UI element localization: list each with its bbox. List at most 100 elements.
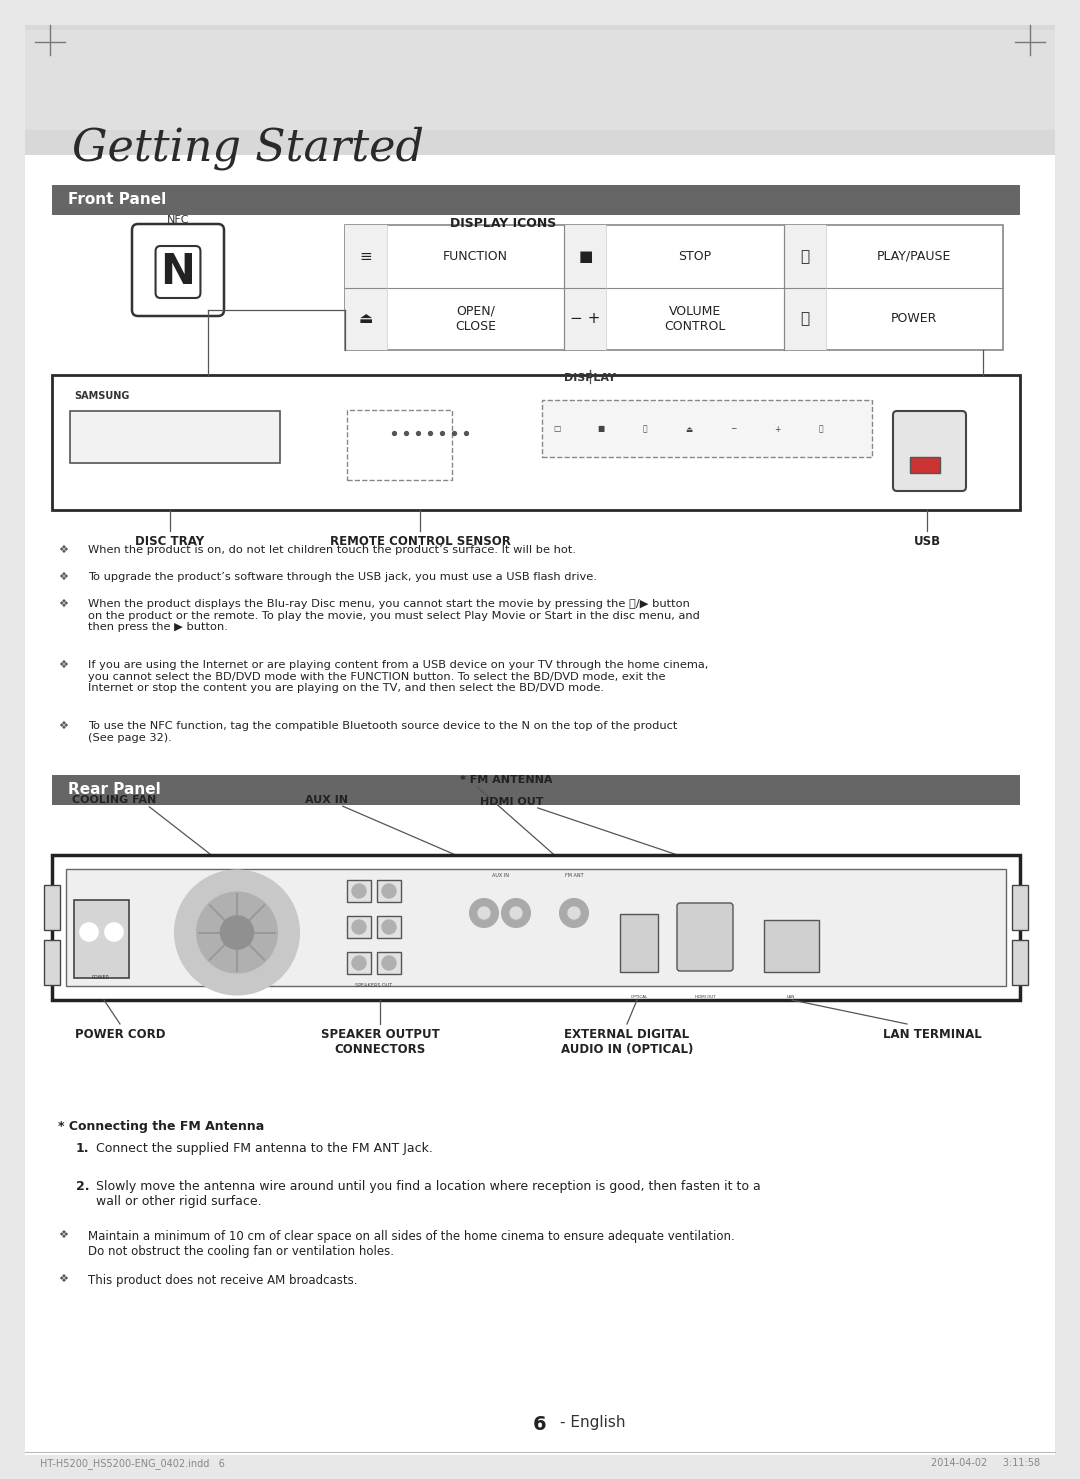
Bar	[377, 916, 401, 938]
Circle shape	[382, 920, 396, 935]
Text: ⏮: ⏮	[800, 248, 809, 263]
Text: 6: 6	[534, 1415, 546, 1435]
Text: EXTERNAL DIGITAL
AUDIO IN (OPTICAL): EXTERNAL DIGITAL AUDIO IN (OPTICAL)	[561, 1028, 693, 1056]
Text: ■: ■	[597, 424, 605, 433]
Circle shape	[80, 923, 98, 941]
Text: NFC: NFC	[166, 214, 189, 225]
Text: ❖: ❖	[58, 572, 68, 583]
Text: LAN: LAN	[787, 995, 795, 998]
Text: □: □	[553, 424, 561, 433]
Text: − +: − +	[570, 311, 600, 327]
Bar	[345, 225, 1003, 351]
Text: * Connecting the FM Antenna: * Connecting the FM Antenna	[58, 1120, 265, 1133]
Circle shape	[197, 892, 278, 973]
Text: ❖: ❖	[58, 599, 68, 609]
Text: SAMSUNG: SAMSUNG	[75, 390, 130, 401]
Text: POWER CORD: POWER CORD	[75, 1028, 165, 1041]
Text: * FM ANTENNA: * FM ANTENNA	[460, 775, 553, 785]
Text: POWER: POWER	[92, 975, 110, 981]
Text: REMOTE CONTROL SENSOR: REMOTE CONTROL SENSOR	[329, 535, 511, 549]
Bar	[75, 901, 129, 978]
Bar	[52, 185, 1020, 214]
Text: ❖: ❖	[58, 660, 68, 670]
Circle shape	[561, 899, 588, 927]
Text: ⏻: ⏻	[800, 311, 809, 327]
Text: Slowly move the antenna wire around until you find a location where reception is: Slowly move the antenna wire around unti…	[96, 1180, 760, 1208]
Text: DISPLAY: DISPLAY	[564, 373, 616, 383]
Circle shape	[470, 899, 498, 927]
Text: −: −	[730, 424, 737, 433]
Bar	[764, 920, 819, 972]
Text: ⏻: ⏻	[819, 424, 823, 433]
FancyBboxPatch shape	[677, 904, 733, 972]
Bar	[25, 30, 1055, 130]
Text: LAN TERMINAL: LAN TERMINAL	[882, 1028, 982, 1041]
Bar	[345, 287, 387, 351]
Text: POWER: POWER	[891, 312, 937, 325]
Circle shape	[382, 955, 396, 970]
Text: To use the NFC function, tag the compatible Bluetooth source device to the N on : To use the NFC function, tag the compati…	[87, 720, 677, 742]
Circle shape	[175, 871, 299, 994]
Circle shape	[352, 884, 366, 898]
Circle shape	[352, 955, 366, 970]
Circle shape	[219, 916, 255, 950]
Text: ⏮: ⏮	[643, 424, 647, 433]
Text: - English: - English	[561, 1415, 625, 1430]
Text: ❖: ❖	[58, 720, 68, 731]
Bar	[44, 941, 60, 985]
Text: PLAY/PAUSE: PLAY/PAUSE	[877, 250, 951, 263]
Bar	[52, 775, 1020, 805]
Text: FUNCTION: FUNCTION	[443, 250, 509, 263]
Text: If you are using the Internet or are playing content from a USB device on your T: If you are using the Internet or are pla…	[87, 660, 708, 694]
Bar	[910, 457, 940, 473]
Text: 2.: 2.	[76, 1180, 90, 1194]
Text: ■: ■	[578, 248, 593, 263]
Text: VOLUME
CONTROL: VOLUME CONTROL	[664, 305, 726, 333]
Bar	[44, 884, 60, 930]
Text: When the product displays the Blu-ray Disc menu, you cannot start the movie by p: When the product displays the Blu-ray Di…	[87, 599, 700, 632]
Text: SPEAKER OUTPUT
CONNECTORS: SPEAKER OUTPUT CONNECTORS	[321, 1028, 440, 1056]
Text: Connect the supplied FM antenna to the FM ANT Jack.: Connect the supplied FM antenna to the F…	[96, 1142, 433, 1155]
Text: ≡: ≡	[360, 248, 373, 263]
Text: Front Panel: Front Panel	[68, 192, 166, 207]
Text: ⏏: ⏏	[359, 311, 374, 327]
Text: Rear Panel: Rear Panel	[68, 782, 161, 797]
Text: ⏏: ⏏	[686, 424, 692, 433]
Text: OPTICAL: OPTICAL	[631, 995, 648, 998]
Text: DISPLAY ICONS: DISPLAY ICONS	[450, 217, 556, 231]
Circle shape	[510, 907, 522, 918]
Text: AUX IN: AUX IN	[305, 796, 348, 805]
Bar	[347, 410, 453, 481]
Bar	[565, 225, 606, 287]
Text: To upgrade the product’s software through the USB jack, you must use a USB flash: To upgrade the product’s software throug…	[87, 572, 597, 583]
Bar	[25, 25, 1055, 155]
Circle shape	[352, 920, 366, 935]
Text: HDMI OUT: HDMI OUT	[694, 995, 715, 998]
Text: 2014-04-02     3:11:58: 2014-04-02 3:11:58	[931, 1458, 1040, 1469]
Text: 1.: 1.	[76, 1142, 90, 1155]
Bar	[620, 914, 658, 972]
Circle shape	[568, 907, 580, 918]
Bar	[347, 916, 372, 938]
Text: AUX IN: AUX IN	[491, 873, 509, 879]
Circle shape	[478, 907, 490, 918]
Bar	[377, 952, 401, 975]
Text: STOP: STOP	[678, 250, 712, 263]
Text: +: +	[773, 424, 780, 433]
FancyBboxPatch shape	[132, 223, 224, 317]
Bar	[1012, 941, 1028, 985]
Text: OPEN/
CLOSE: OPEN/ CLOSE	[455, 305, 496, 333]
Bar	[542, 399, 872, 457]
Bar	[70, 411, 280, 463]
Circle shape	[382, 884, 396, 898]
Bar	[784, 287, 826, 351]
Bar	[347, 880, 372, 902]
Text: USB: USB	[914, 535, 941, 549]
Text: ❖: ❖	[58, 544, 68, 555]
Bar	[52, 376, 1020, 510]
Bar	[784, 225, 826, 287]
Text: HDMI OUT: HDMI OUT	[480, 797, 543, 808]
Text: FM ANT: FM ANT	[565, 873, 583, 879]
Bar	[1012, 884, 1028, 930]
Bar	[347, 952, 372, 975]
